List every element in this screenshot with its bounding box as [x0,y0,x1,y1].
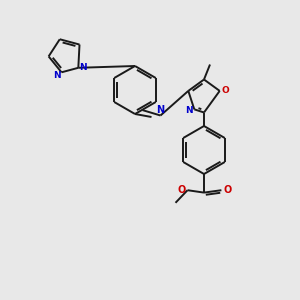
Text: O: O [221,85,229,94]
Text: N: N [53,71,61,80]
Text: O: O [223,184,232,195]
Text: N: N [156,105,165,115]
Text: N: N [79,63,86,72]
Text: O: O [177,184,186,195]
Text: N: N [185,106,193,115]
